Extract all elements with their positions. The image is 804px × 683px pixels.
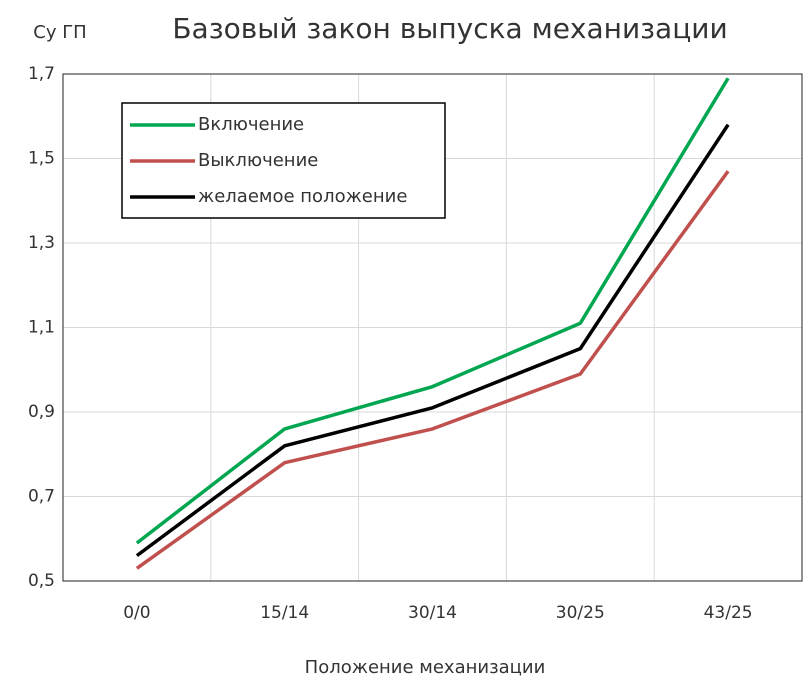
chart-title: Базовый закон выпуска механизации — [172, 12, 727, 45]
legend-label: желаемое положение — [198, 186, 407, 207]
x-axis-label: Положение механизации — [305, 657, 546, 678]
y-tick-label: 1,3 — [28, 233, 55, 253]
x-tick-label: 30/25 — [556, 603, 605, 623]
legend-label: Выключение — [198, 150, 318, 171]
y-tick-label: 1,7 — [28, 64, 55, 84]
series-line — [135, 123, 730, 558]
y-tick-label: 1,5 — [28, 149, 55, 169]
y-tick-label: 0,7 — [28, 487, 55, 507]
y-tick-label: 0,9 — [28, 402, 55, 422]
plot-border — [62, 73, 803, 582]
y-axis-label: Cy ГП — [33, 22, 86, 43]
x-tick-label: 0/0 — [123, 603, 150, 623]
x-tick-label: 15/14 — [260, 603, 309, 623]
x-tick-label: 43/25 — [704, 603, 753, 623]
x-tick-label: 30/14 — [408, 603, 457, 623]
series-line — [135, 77, 730, 545]
y-tick-label: 0,5 — [28, 571, 55, 591]
legend-label: Включение — [198, 114, 304, 135]
y-tick-label: 1,1 — [28, 318, 55, 338]
series-line — [135, 170, 730, 570]
